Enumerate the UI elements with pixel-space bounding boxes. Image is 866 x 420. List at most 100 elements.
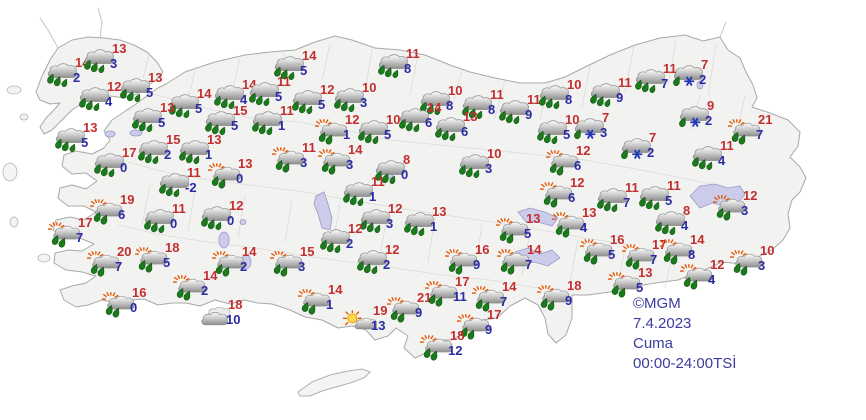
weather-station: 12 5: [290, 82, 352, 121]
weather-station: 14 5: [167, 86, 229, 125]
weather-station: 19 6: [90, 192, 152, 231]
weather-station: 18 5: [135, 241, 197, 279]
max-temp: 13: [207, 132, 222, 147]
min-temp: 9: [415, 305, 423, 320]
max-temp: 14: [348, 142, 363, 157]
weather-station: 11 5: [247, 75, 309, 113]
min-temp: 8: [688, 247, 696, 262]
lake-keban: [517, 207, 559, 227]
weather-station: 11 7: [595, 181, 657, 219]
min-temp: 3: [360, 95, 368, 110]
min-temp: 12: [448, 343, 463, 358]
weather-station: 16 0: [102, 286, 164, 324]
min-temp: 5: [163, 255, 171, 270]
weather-station: 12 6: [540, 176, 602, 214]
max-temp: 20: [117, 244, 132, 259]
max-temp: 21: [758, 112, 773, 127]
weather-station: 21 7: [728, 112, 790, 151]
max-temp: 19: [373, 303, 388, 318]
max-temp: 7: [602, 110, 610, 125]
min-temp: 7: [76, 230, 84, 245]
max-temp: 11: [663, 61, 677, 76]
weather-station: 16 9: [445, 243, 507, 281]
weather-station: 13 3: [82, 41, 144, 80]
min-temp: 6: [118, 207, 126, 222]
min-temp: 3: [346, 157, 354, 172]
max-temp: 11: [172, 201, 186, 216]
weather-station: 13 1: [177, 132, 239, 171]
lake-cildir: [696, 80, 704, 90]
map-islands: [2, 85, 51, 263]
weather-station: 17 0: [92, 146, 154, 184]
min-temp: 6: [568, 190, 576, 205]
min-temp: 5: [608, 247, 616, 262]
max-temp: 11: [371, 174, 385, 189]
min-temp: 5: [146, 85, 154, 100]
max-temp: 13: [160, 100, 175, 115]
weather-station: 14 8: [660, 233, 722, 271]
weather-station: 10 3: [332, 80, 394, 119]
min-temp: 0: [227, 213, 235, 228]
min-temp: 5: [563, 127, 571, 142]
weather-station: 12 0: [199, 199, 261, 237]
max-temp: 16: [610, 232, 625, 247]
max-temp: 18: [228, 297, 243, 312]
min-temp: 5: [636, 280, 644, 295]
max-temp: 13: [148, 70, 163, 85]
weather-station: 18 10: [198, 297, 260, 336]
weather-station: 11 8: [460, 88, 522, 126]
weather-station: 12 3: [358, 202, 420, 240]
min-temp: 10: [226, 312, 241, 327]
min-temp: 2: [705, 113, 713, 128]
min-temp: 1: [326, 297, 334, 312]
max-temp: 13: [432, 204, 447, 219]
max-temp: 10: [362, 80, 377, 95]
max-temp: 19: [120, 192, 135, 207]
min-temp: 9: [616, 90, 624, 105]
min-temp: 5: [231, 118, 239, 133]
max-temp: 14: [197, 86, 212, 101]
attribution-source: ©MGM: [633, 295, 681, 312]
max-temp: 13: [238, 156, 253, 171]
lake-beysehir: [218, 231, 230, 249]
max-temp: 12: [320, 82, 335, 97]
min-temp: 1: [278, 118, 286, 133]
max-temp: 13: [112, 41, 127, 56]
min-temp: 8: [404, 61, 412, 76]
max-temp: 14: [302, 48, 317, 63]
max-temp: 14: [203, 268, 218, 283]
weather-station: 11 9: [497, 92, 559, 131]
max-temp: 11: [187, 165, 201, 180]
weather-station: 14 2: [173, 268, 235, 307]
min-temp: 3: [600, 125, 608, 140]
min-temp: 4: [105, 94, 113, 109]
lake-tuz: [313, 191, 333, 231]
weather-station: 20 7: [87, 244, 149, 283]
weather-station: 14 1: [298, 283, 360, 321]
weather-station: 15 2: [136, 133, 198, 171]
max-temp: 17: [78, 215, 93, 230]
min-temp: 1: [343, 127, 351, 142]
min-temp: 4: [681, 218, 689, 233]
max-temp: 11: [527, 92, 541, 107]
max-temp: 17: [487, 307, 502, 322]
weather-station: 11 3: [272, 141, 334, 179]
max-temp: 14: [427, 100, 442, 115]
max-temp: 12: [107, 79, 122, 94]
max-temp: 12: [576, 143, 591, 158]
max-temp: 17: [455, 274, 470, 289]
max-temp: 10: [386, 112, 401, 127]
max-temp: 12: [348, 221, 363, 236]
weather-station: 17 9: [457, 307, 519, 346]
weather-station: 17 7: [48, 215, 110, 254]
min-temp: 5: [384, 127, 392, 142]
weather-station: 12 4: [77, 79, 139, 118]
min-temp: 0: [130, 300, 138, 315]
weather-station: 11 7: [633, 61, 695, 100]
min-temp: 3: [300, 155, 308, 170]
min-temp: 5: [275, 89, 283, 104]
max-temp: 18: [567, 278, 582, 293]
min-temp: 5: [665, 193, 673, 208]
